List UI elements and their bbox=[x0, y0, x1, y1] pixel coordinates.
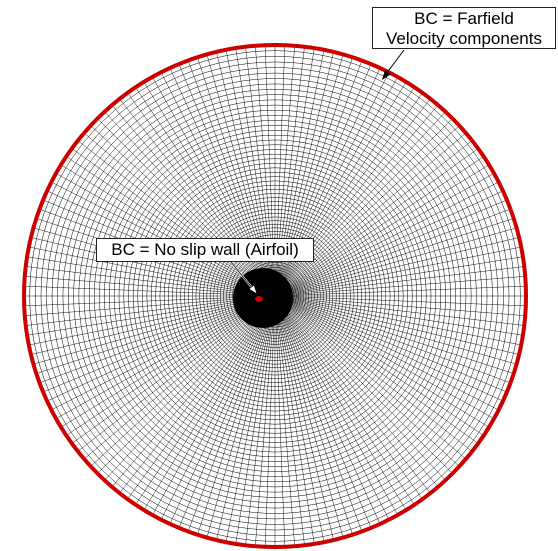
mesh-radial-line bbox=[90, 125, 273, 294]
mesh-ring bbox=[191, 212, 359, 380]
mesh-ring bbox=[172, 193, 378, 399]
mesh-radial-line bbox=[71, 148, 272, 294]
mesh-ring bbox=[210, 231, 340, 361]
mesh-radial-line bbox=[197, 299, 274, 535]
mesh-radial-line bbox=[127, 92, 273, 293]
mesh-ring bbox=[109, 130, 441, 462]
mesh-radial-line bbox=[90, 298, 273, 467]
mesh-radial-line bbox=[277, 298, 453, 474]
mesh-ring bbox=[195, 216, 355, 376]
mesh-radial-line bbox=[277, 125, 460, 294]
mesh-ring bbox=[62, 83, 488, 509]
mesh-radial-line bbox=[278, 296, 517, 365]
mesh-ring bbox=[29, 50, 521, 542]
farfield-label-line2: Velocity components bbox=[386, 29, 542, 48]
mesh-radial-line bbox=[97, 298, 273, 474]
mesh-ring bbox=[159, 180, 391, 412]
mesh-ring bbox=[88, 109, 462, 483]
mesh-ring bbox=[213, 234, 337, 358]
mesh-ring bbox=[155, 176, 395, 416]
farfield-label-line1: BC = Farfield bbox=[414, 9, 514, 28]
mesh-radial-line bbox=[277, 118, 453, 294]
wall-label: BC = No slip wall (Airfoil) bbox=[96, 238, 314, 262]
mesh-radial-line bbox=[278, 218, 514, 295]
mesh-radial-line bbox=[277, 111, 446, 294]
farfield-boundary bbox=[22, 43, 528, 549]
mesh-ring bbox=[142, 163, 408, 429]
mesh-radial-line bbox=[104, 298, 273, 481]
mesh-radial-line bbox=[278, 148, 479, 294]
mesh-radial-line bbox=[275, 299, 344, 538]
mesh-radial-line bbox=[277, 299, 423, 500]
mesh-ring bbox=[94, 115, 456, 477]
mesh-ring bbox=[68, 89, 482, 503]
mesh-ring bbox=[73, 94, 477, 498]
mesh-ring bbox=[180, 201, 370, 391]
mesh-ring bbox=[113, 134, 437, 458]
mesh-ring bbox=[203, 224, 347, 368]
mesh-ring bbox=[150, 171, 400, 421]
mesh-ring bbox=[168, 189, 382, 403]
mesh-ring bbox=[163, 184, 387, 408]
mesh-radial-line bbox=[276, 299, 353, 535]
mesh-radial-line bbox=[97, 118, 273, 294]
mesh-ring bbox=[206, 227, 344, 365]
mesh-ring bbox=[128, 149, 422, 443]
mesh-radial-line bbox=[278, 297, 514, 374]
mesh-ring bbox=[104, 125, 446, 467]
mesh-ring bbox=[184, 205, 366, 387]
mesh-ring bbox=[35, 56, 515, 536]
mesh-radial-line bbox=[206, 299, 275, 538]
farfield-arrow bbox=[382, 49, 405, 80]
mesh-ring bbox=[137, 158, 413, 434]
mesh-radial-line bbox=[277, 298, 460, 467]
mesh-radial-line bbox=[277, 92, 423, 293]
mesh-ring bbox=[146, 167, 404, 425]
mesh-ring bbox=[118, 139, 432, 453]
mesh-radial-line bbox=[104, 111, 273, 294]
mesh-ring bbox=[188, 209, 362, 383]
mesh-ring bbox=[83, 104, 467, 488]
mesh-radial-line bbox=[127, 299, 273, 500]
mesh-ring bbox=[46, 67, 504, 525]
mesh-ring bbox=[132, 153, 418, 439]
mesh-radial-line bbox=[278, 227, 517, 296]
mesh-ring bbox=[199, 220, 351, 372]
mesh-ring bbox=[99, 120, 451, 472]
farfield-label: BC = Farfield Velocity components bbox=[372, 7, 556, 49]
mesh-ring bbox=[40, 61, 510, 531]
mesh-ring bbox=[176, 197, 374, 395]
mesh-radial-line bbox=[71, 298, 272, 444]
mesh-ring bbox=[57, 78, 493, 514]
airfoil-wall-marker bbox=[255, 296, 263, 302]
wall-arrow bbox=[230, 261, 258, 295]
mesh-ring bbox=[51, 72, 499, 520]
mesh-radial-line bbox=[277, 298, 446, 481]
mesh-radial-line bbox=[278, 298, 479, 444]
mesh-ring bbox=[123, 144, 427, 448]
mesh-ring bbox=[78, 99, 472, 493]
